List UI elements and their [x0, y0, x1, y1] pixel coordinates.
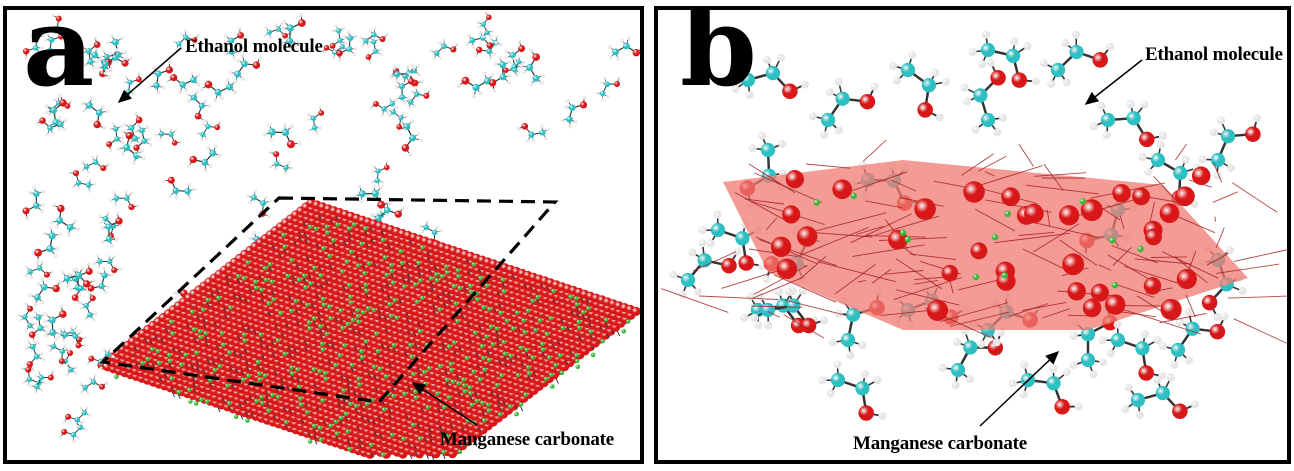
ethanol-molecule-label-b: Ethanol molecule — [1145, 44, 1283, 65]
ethanol-molecule-label-a: Ethanol molecule — [185, 36, 323, 57]
manganese-carbonate-label-b: Manganese carbonate — [853, 433, 1028, 454]
molecular-scene-b — [661, 30, 1287, 427]
manganese-carbonate-label-a: Manganese carbonate — [440, 429, 615, 450]
panel-letter-b: b — [680, 6, 757, 111]
molecular-scene-a — [16, 10, 640, 460]
panel-letter-a: a — [23, 6, 95, 111]
panel-b: b Ethanol molecule Manganese carbonate — [654, 6, 1291, 464]
panel-a: a Ethanol molecule Manganese carbonate — [3, 6, 644, 464]
